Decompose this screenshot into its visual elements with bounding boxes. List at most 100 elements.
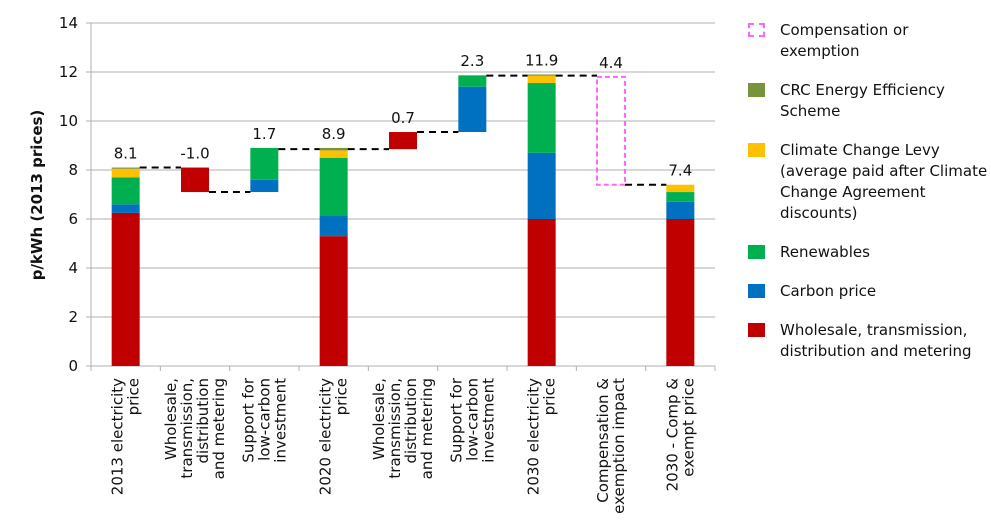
x-tick-label-line: 2030 - Comp & bbox=[663, 378, 681, 492]
legend-swatch-renewables bbox=[748, 245, 765, 259]
x-tick-label-line: Wholesale, bbox=[370, 378, 388, 460]
x-tick-label-line: transmission, bbox=[386, 378, 404, 479]
x-tick-label-line: Wholesale, bbox=[162, 378, 180, 460]
compensation-bar bbox=[596, 75, 626, 186]
bar-segment-wholesale bbox=[527, 219, 556, 366]
x-tick-label-line: Compensation & bbox=[594, 378, 612, 503]
x-tick-label: Compensation &exemption impact bbox=[594, 378, 628, 514]
x-tick-label-line: price bbox=[541, 378, 559, 415]
x-tick-label-line: low-carbon bbox=[463, 378, 481, 461]
data-label: 7.4 bbox=[668, 162, 692, 180]
bar-segment-renewables bbox=[666, 192, 695, 202]
bar-segment-carbon bbox=[666, 201, 695, 219]
x-tick-label-line: low-carbon bbox=[255, 378, 273, 461]
legend-label: Compensation or exemption bbox=[780, 21, 909, 60]
legend-item-ccl: Climate Change Levy (average paid after … bbox=[748, 140, 988, 224]
legend-item-carbon: Carbon price bbox=[748, 281, 988, 302]
y-tick-label: 8 bbox=[68, 161, 78, 179]
data-label: 0.7 bbox=[391, 109, 415, 127]
connectors bbox=[139, 74, 667, 194]
bar-segment-carbon bbox=[319, 215, 348, 237]
bar-segment-renewables bbox=[458, 75, 487, 87]
bar-segment-crc bbox=[527, 74, 556, 76]
y-axis-ticks: 0 2 4 6 8 10 12 14 bbox=[59, 14, 78, 375]
x-tick-label-line: 2030 electricity bbox=[525, 378, 543, 495]
bar-segment-wholesale bbox=[319, 236, 348, 366]
data-label: 8.9 bbox=[322, 125, 346, 143]
bar-segment-carbon bbox=[527, 152, 556, 219]
bar-segment-renewables bbox=[527, 83, 556, 153]
x-tick-label-line: Support for bbox=[239, 377, 257, 463]
x-tick-label-line: exempt price bbox=[679, 378, 697, 477]
bar-segment-ccl bbox=[666, 184, 695, 193]
x-tick-label-line: distribution bbox=[402, 378, 420, 463]
x-tick-label-line: Support for bbox=[447, 377, 465, 463]
bar-segment-wholesale bbox=[181, 167, 209, 193]
y-tick-label: 2 bbox=[68, 308, 78, 326]
bar-segment-carbon bbox=[111, 204, 140, 213]
bar-segment-ccl bbox=[319, 150, 348, 158]
x-tick-label-line: 2013 electricity bbox=[109, 378, 127, 495]
y-tick-label: 0 bbox=[68, 357, 78, 375]
data-labels: 8.1 -1.0 1.7 8.9 0.7 2.3 11.9 4.4 7.4 bbox=[114, 51, 693, 179]
legend-swatch-wholesale bbox=[748, 323, 765, 337]
legend-swatch-crc bbox=[748, 83, 765, 97]
bar-segment-carbon bbox=[250, 179, 279, 193]
bar-segment-wholesale bbox=[389, 132, 417, 150]
x-tick-label-line: distribution bbox=[194, 378, 212, 463]
legend-label: Renewables bbox=[780, 243, 870, 261]
legend-label: Climate Change Levy (average paid after … bbox=[780, 141, 988, 222]
y-tick-label: 6 bbox=[68, 210, 78, 228]
legend-swatch-ccl bbox=[748, 143, 765, 157]
bar-segment-renewables bbox=[250, 147, 279, 180]
bar-segment-renewables bbox=[319, 157, 348, 216]
legend-swatch-compensation bbox=[748, 23, 765, 37]
data-label: 2.3 bbox=[460, 52, 484, 70]
bar-segment-carbon bbox=[458, 86, 487, 133]
legend-item-wholesale: Wholesale, transmission, distribution an… bbox=[748, 320, 988, 362]
x-tick-label-line: investment bbox=[271, 378, 289, 463]
legend: Compensation or exemption CRC Energy Eff… bbox=[748, 20, 988, 380]
y-tick-label: 14 bbox=[59, 14, 78, 32]
y-axis-label: p/kWh (2013 prices) bbox=[28, 110, 46, 281]
waterfall-chart: 0 2 4 6 8 10 12 14 8.1 -1.0 1.7 8.9 0.7 2.3 11.9 4.4 7.… bbox=[28, 14, 716, 514]
data-label: -1.0 bbox=[180, 145, 209, 163]
bar-segment-ccl bbox=[527, 75, 556, 84]
legend-swatch-carbon bbox=[748, 284, 765, 298]
x-tick-label-line: price bbox=[333, 378, 351, 415]
legend-label: Wholesale, transmission, distribution an… bbox=[780, 321, 972, 360]
x-tick-label-line: and metering bbox=[210, 378, 228, 479]
legend-item-crc: CRC Energy Efficiency Scheme bbox=[748, 80, 988, 122]
x-tick-label-line: price bbox=[125, 378, 143, 415]
x-tick-label: 2030 - Comp &exempt price bbox=[663, 378, 697, 492]
y-tick-label: 10 bbox=[59, 112, 78, 130]
x-tick-label-line: 2020 electricity bbox=[317, 378, 335, 495]
legend-label: Carbon price bbox=[780, 282, 877, 300]
legend-item-compensation: Compensation or exemption bbox=[748, 20, 988, 62]
x-tick-label-line: exemption impact bbox=[610, 378, 628, 514]
legend-label: CRC Energy Efficiency Scheme bbox=[780, 81, 945, 120]
bar-segment-renewables bbox=[111, 177, 140, 205]
bar-segment-crc bbox=[458, 75, 487, 76]
data-label: 4.4 bbox=[599, 54, 623, 72]
y-tick-label: 4 bbox=[68, 259, 78, 277]
bars bbox=[111, 74, 695, 366]
x-tick-label-line: transmission, bbox=[178, 378, 196, 479]
bar-segment-wholesale bbox=[111, 212, 140, 366]
bar-segment-ccl bbox=[111, 168, 140, 178]
bar-segment-crc bbox=[111, 167, 140, 169]
bar-segment-wholesale bbox=[666, 219, 695, 366]
bar-segment-crc bbox=[319, 147, 348, 151]
y-tick-label: 12 bbox=[59, 63, 78, 81]
x-tick-label-line: investment bbox=[479, 378, 497, 463]
data-label: 11.9 bbox=[525, 51, 558, 69]
